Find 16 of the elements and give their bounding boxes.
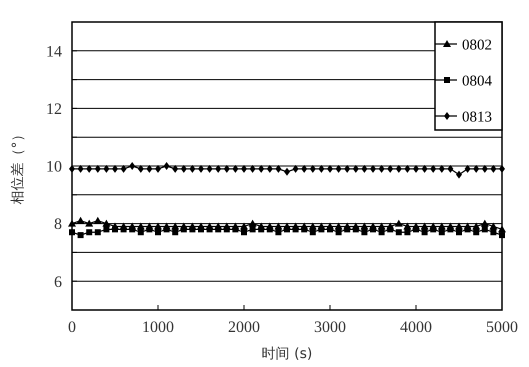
x-tick-label: 5000 [486, 319, 518, 336]
x-tick-label: 1000 [142, 319, 174, 336]
y-tick-label: 8 [54, 216, 62, 234]
x-axis-title: 时间 (s) [262, 346, 312, 362]
y-tick-label: 12 [46, 101, 62, 118]
legend-label: 0802 [462, 37, 492, 54]
y-tick-label: 6 [54, 274, 62, 291]
legend-label: 0804 [462, 73, 492, 90]
x-tick-label: 0 [68, 319, 76, 336]
y-tick-label: 14 [46, 43, 62, 60]
y-axis-title: 相位差（°） [10, 128, 26, 204]
x-tick-label: 4000 [400, 319, 432, 336]
x-tick-label: 3000 [314, 319, 346, 336]
legend-label: 0813 [462, 109, 492, 126]
y-tick-label: 10 [46, 158, 62, 176]
x-tick-label: 2000 [228, 319, 260, 336]
